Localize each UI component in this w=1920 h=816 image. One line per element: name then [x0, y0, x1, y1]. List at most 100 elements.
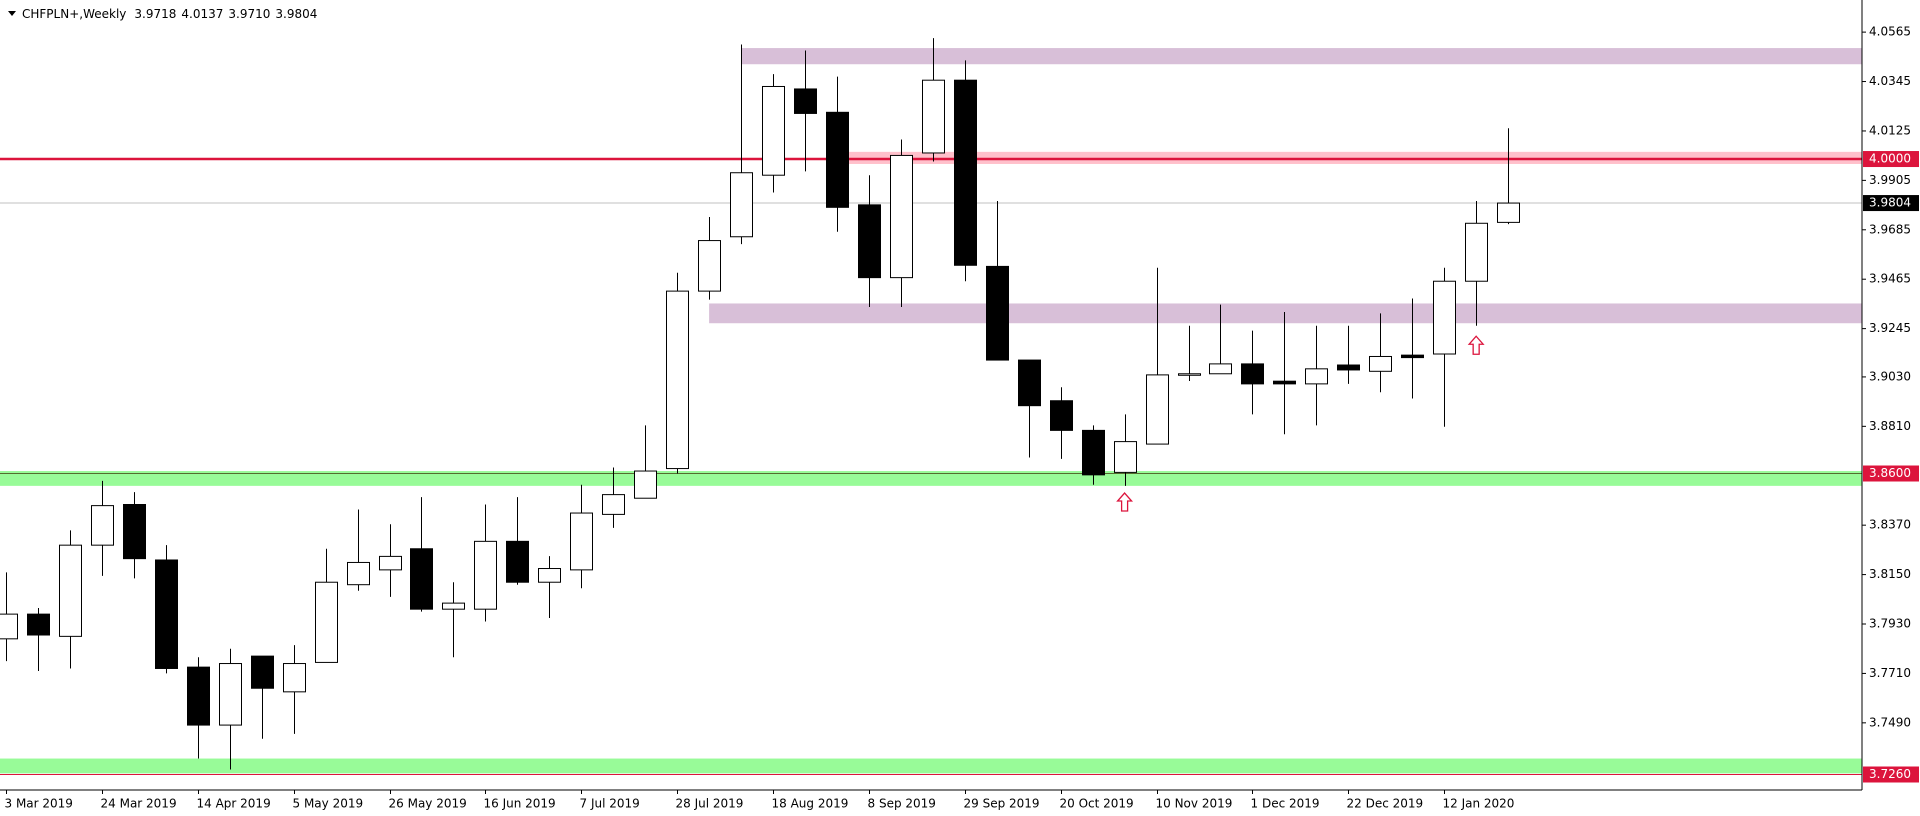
x-tick-label: 14 Apr 2019 — [197, 797, 271, 811]
level-label: 3.8600 — [1869, 466, 1911, 480]
candle-body — [602, 494, 625, 515]
candle-body — [474, 540, 497, 610]
candle-body — [570, 512, 593, 571]
arrow-up — [1467, 335, 1485, 355]
candle-body — [954, 79, 977, 266]
zone — [0, 471, 1862, 486]
candle-body — [1497, 202, 1520, 223]
candle-body — [634, 470, 657, 499]
candle-body — [442, 602, 465, 610]
y-tick-label: 4.0565 — [1869, 25, 1911, 39]
candle-body — [1018, 359, 1041, 407]
candle-body — [0, 613, 18, 640]
candle-body — [59, 544, 82, 637]
y-tick-label: 3.8370 — [1869, 518, 1911, 532]
x-tick-label: 12 Jan 2020 — [1443, 797, 1515, 811]
ohlc-open: 3.9718 — [134, 7, 176, 21]
zone — [741, 48, 1862, 65]
x-tick-label: 1 Dec 2019 — [1251, 797, 1320, 811]
candle-body — [1305, 368, 1328, 385]
candle-body — [410, 548, 433, 610]
x-tick-label: 7 Jul 2019 — [580, 797, 640, 811]
x-tick-label: 10 Nov 2019 — [1156, 797, 1233, 811]
zone — [0, 758, 1862, 774]
ohlc-high: 4.0137 — [181, 7, 223, 21]
candle-body — [1241, 363, 1264, 385]
y-tick-label: 4.0345 — [1869, 74, 1911, 88]
candle-body — [1050, 400, 1073, 431]
candle-body — [826, 111, 849, 208]
level-label-box — [1863, 151, 1919, 168]
symbol: CHFPLN+,Weekly — [22, 7, 126, 21]
candle-body — [155, 559, 178, 669]
candle-body — [762, 85, 785, 176]
candle-body — [1401, 354, 1424, 359]
y-tick-label: 3.8810 — [1869, 419, 1911, 433]
candle-body — [315, 581, 338, 663]
level-label: 3.9804 — [1869, 196, 1911, 210]
x-tick-label: 18 Aug 2019 — [772, 797, 849, 811]
level-label-box — [1863, 195, 1919, 212]
arrow-up — [1116, 492, 1134, 512]
candle-body — [187, 666, 210, 726]
chart-header: CHFPLN+,Weekly 3.9718 4.0137 3.9710 3.9804 — [22, 7, 317, 21]
y-tick-label: 3.7930 — [1869, 617, 1911, 631]
candle-body — [219, 663, 242, 726]
candle-body — [1337, 364, 1360, 371]
candle-body — [251, 655, 274, 689]
candle-body — [123, 504, 146, 560]
candle-body — [794, 88, 817, 114]
candle-body — [1209, 363, 1232, 375]
x-tick-label: 28 Jul 2019 — [676, 797, 744, 811]
menu-triangle[interactable] — [8, 11, 16, 16]
candle-body — [1369, 355, 1392, 372]
level-label-box — [1863, 465, 1919, 482]
x-tick-label: 16 Jun 2019 — [484, 797, 556, 811]
candle-body — [1465, 222, 1488, 282]
candle-body — [698, 240, 721, 292]
candle-body — [91, 505, 114, 546]
x-tick-label: 24 Mar 2019 — [101, 797, 177, 811]
y-tick-label: 3.9685 — [1869, 222, 1911, 236]
y-tick-label: 3.8150 — [1869, 567, 1911, 581]
x-tick-label: 26 May 2019 — [389, 797, 467, 811]
candle-body — [27, 613, 50, 636]
candle-body — [1273, 380, 1296, 385]
x-tick-label: 8 Sep 2019 — [868, 797, 936, 811]
candle-body — [1146, 374, 1169, 445]
y-tick-label: 4.0125 — [1869, 123, 1911, 137]
x-tick-label: 20 Oct 2019 — [1060, 797, 1134, 811]
candle-body — [347, 561, 370, 586]
candle-body — [1114, 441, 1137, 473]
candle-body — [666, 290, 689, 470]
candle-body — [283, 663, 306, 693]
x-tick-label: 22 Dec 2019 — [1347, 797, 1424, 811]
candle-body — [506, 540, 529, 583]
x-tick-label: 29 Sep 2019 — [964, 797, 1040, 811]
candle-body — [1082, 429, 1105, 476]
zone — [709, 303, 1862, 324]
candle-body — [379, 555, 402, 571]
y-tick-label: 3.9030 — [1869, 369, 1911, 383]
candle-body — [858, 204, 881, 279]
y-tick-label: 3.9905 — [1869, 173, 1911, 187]
candle-body — [986, 265, 1009, 361]
candle-body — [922, 79, 945, 154]
ohlc-close: 3.9804 — [275, 7, 317, 21]
candle-body — [890, 154, 913, 279]
x-tick-label: 5 May 2019 — [293, 797, 364, 811]
y-tick-label: 3.7710 — [1869, 666, 1911, 680]
candle-body — [1178, 373, 1201, 376]
y-tick-label: 3.9245 — [1869, 321, 1911, 335]
y-tick-label: 3.9465 — [1869, 272, 1911, 286]
y-tick-label: 3.7490 — [1869, 715, 1911, 729]
plot-area — [0, 38, 1863, 776]
level-label: 4.0000 — [1869, 152, 1911, 166]
x-tick-label: 3 Mar 2019 — [5, 797, 73, 811]
level-label-box — [1863, 766, 1919, 783]
candle-body — [538, 568, 561, 583]
candle-body — [730, 172, 753, 238]
candle-body — [1433, 280, 1456, 355]
level-label: 3.7260 — [1869, 767, 1911, 781]
